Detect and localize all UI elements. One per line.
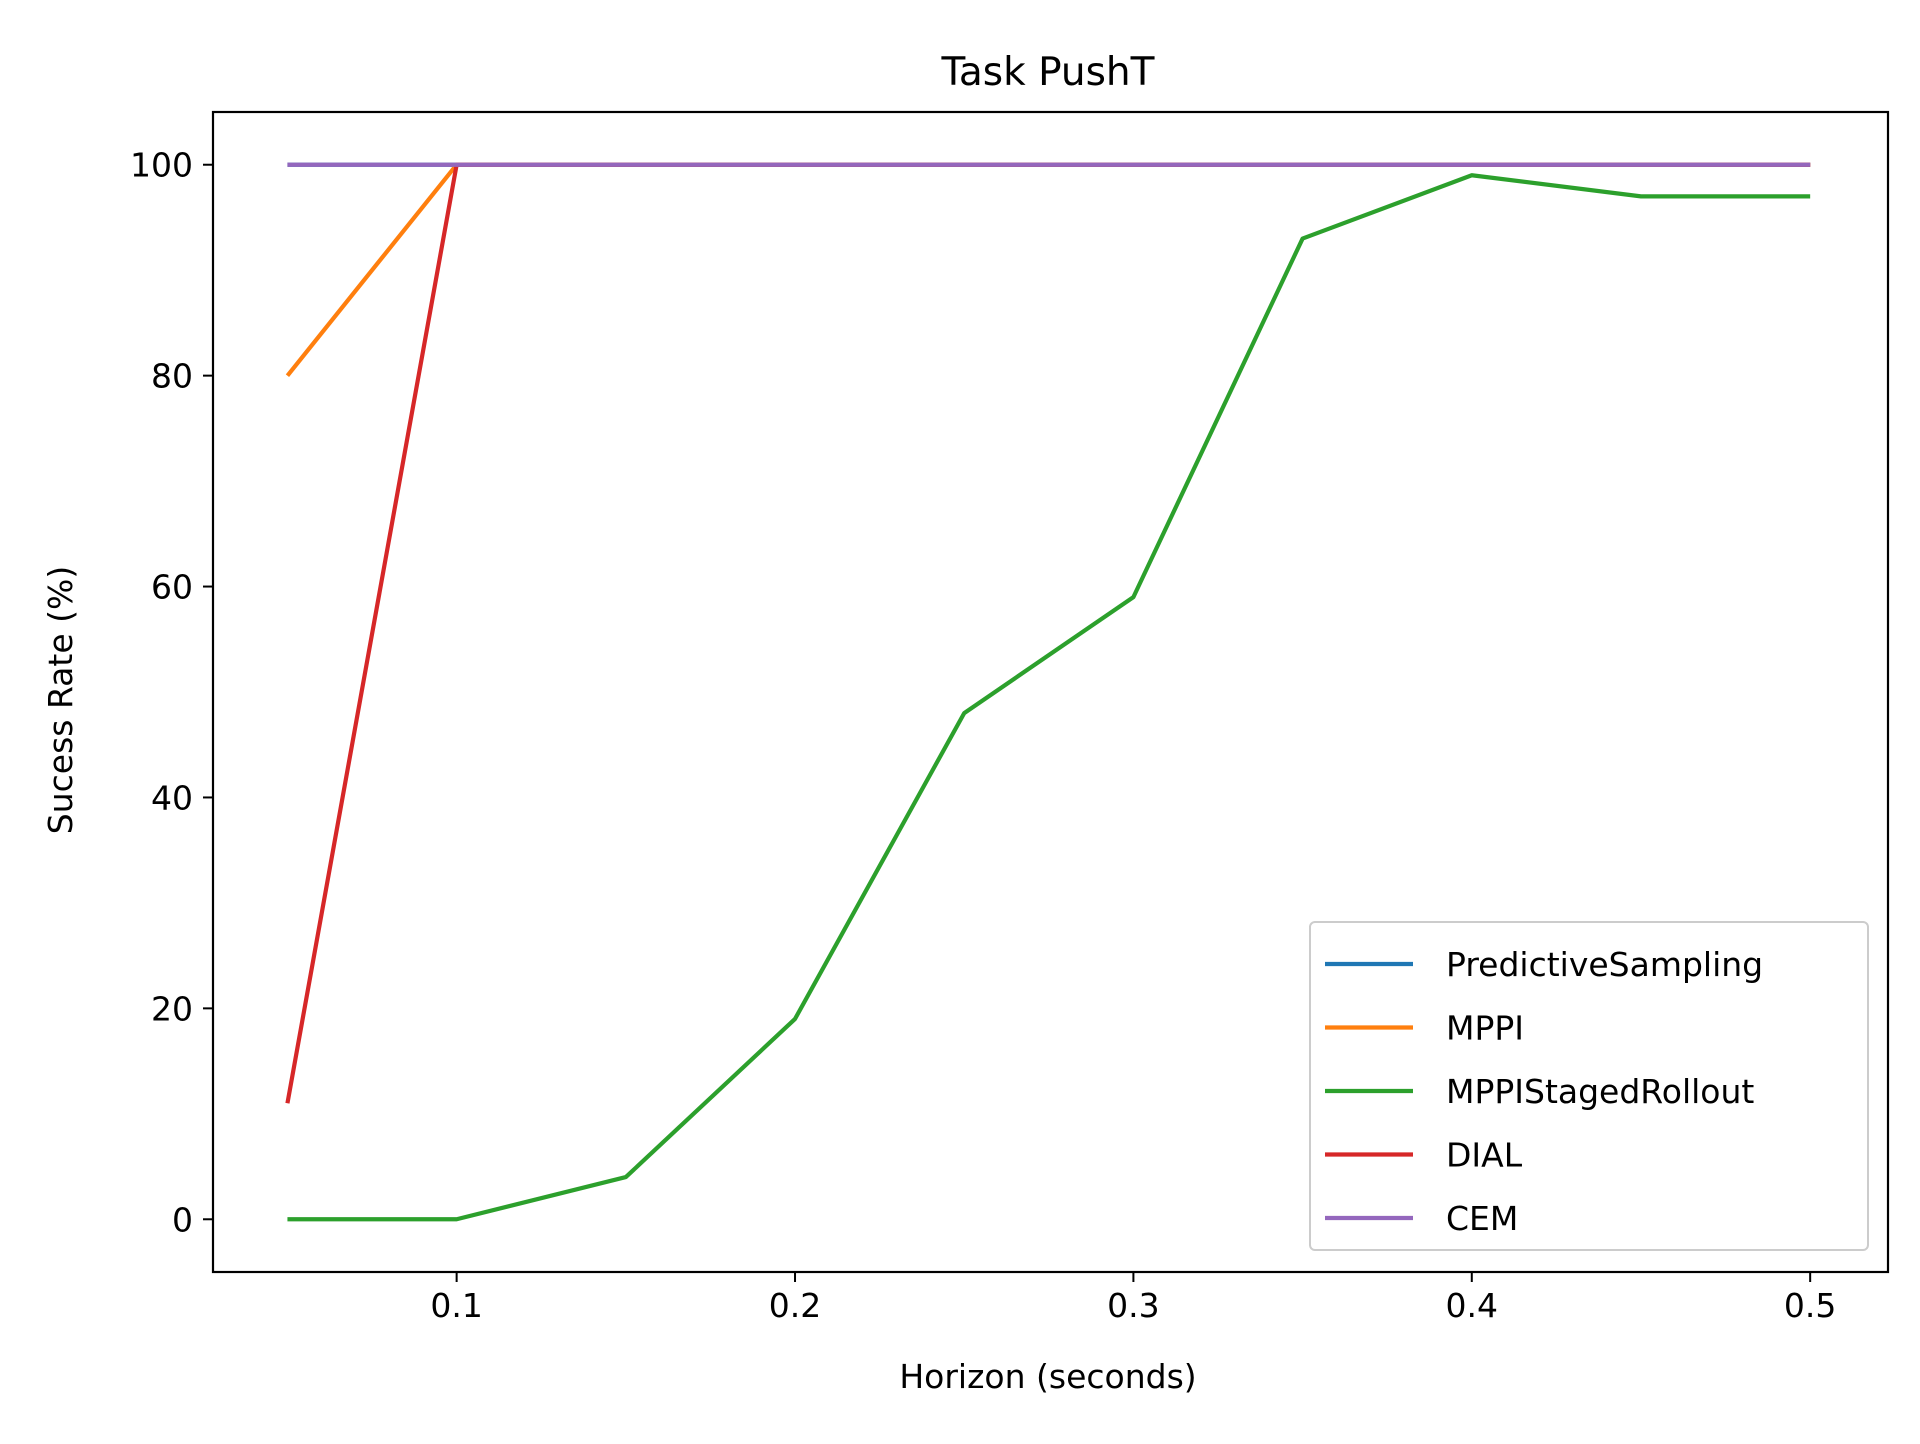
y-tick-label: 40 [151, 778, 193, 817]
legend-label: MPPIStagedRollout [1446, 1072, 1754, 1111]
legend-label: PredictiveSampling [1446, 945, 1763, 984]
series-line-2 [287, 173, 1811, 1222]
plot-area-frame [211, 110, 1890, 1274]
legend-label: CEM [1446, 1199, 1518, 1238]
x-tick-label: 0.1 [430, 1286, 482, 1325]
y-axis-label: Sucess Rate (%) [41, 566, 80, 834]
y-tick-label: 80 [151, 357, 193, 396]
legend-entries: PredictiveSampling MPPI MPPIStagedRollout D… [1325, 945, 1763, 1238]
x-tick-label: 0.4 [1446, 1286, 1498, 1325]
x-axis: 0.1 0.2 0.3 0.4 0.5 [430, 1272, 1836, 1325]
y-tick-label: 60 [151, 568, 193, 607]
x-tick-label: 0.3 [1107, 1286, 1159, 1325]
y-tick-label: 100 [130, 146, 193, 185]
legend: PredictiveSampling MPPI MPPIStagedRollout D… [1309, 921, 1869, 1251]
y-axis: 0 20 40 60 80 100 [130, 146, 213, 1239]
legend-label: DIAL [1446, 1136, 1523, 1175]
legend-label: MPPI [1446, 1009, 1524, 1048]
x-axis-label: Horizon (seconds) [899, 1357, 1196, 1396]
x-tick-label: 0.2 [769, 1286, 821, 1325]
series-layer [285, 162, 1811, 1222]
y-tick-label: 20 [151, 989, 193, 1028]
chart-title: Task PushT [941, 50, 1155, 95]
x-tick-label: 0.5 [1784, 1286, 1836, 1325]
legend-box [1309, 921, 1869, 1251]
y-tick-label: 0 [172, 1200, 193, 1239]
